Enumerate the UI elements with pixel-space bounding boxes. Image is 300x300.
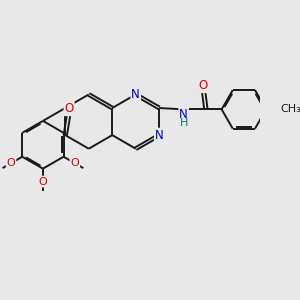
Text: O: O — [7, 158, 16, 168]
Text: O: O — [64, 102, 74, 115]
Text: O: O — [70, 158, 79, 168]
Text: H: H — [179, 118, 188, 128]
Text: N: N — [155, 129, 164, 142]
Text: N: N — [131, 88, 140, 101]
Text: N: N — [179, 107, 188, 121]
Text: O: O — [199, 79, 208, 92]
Text: CH₃: CH₃ — [281, 104, 300, 114]
Text: O: O — [39, 177, 47, 187]
